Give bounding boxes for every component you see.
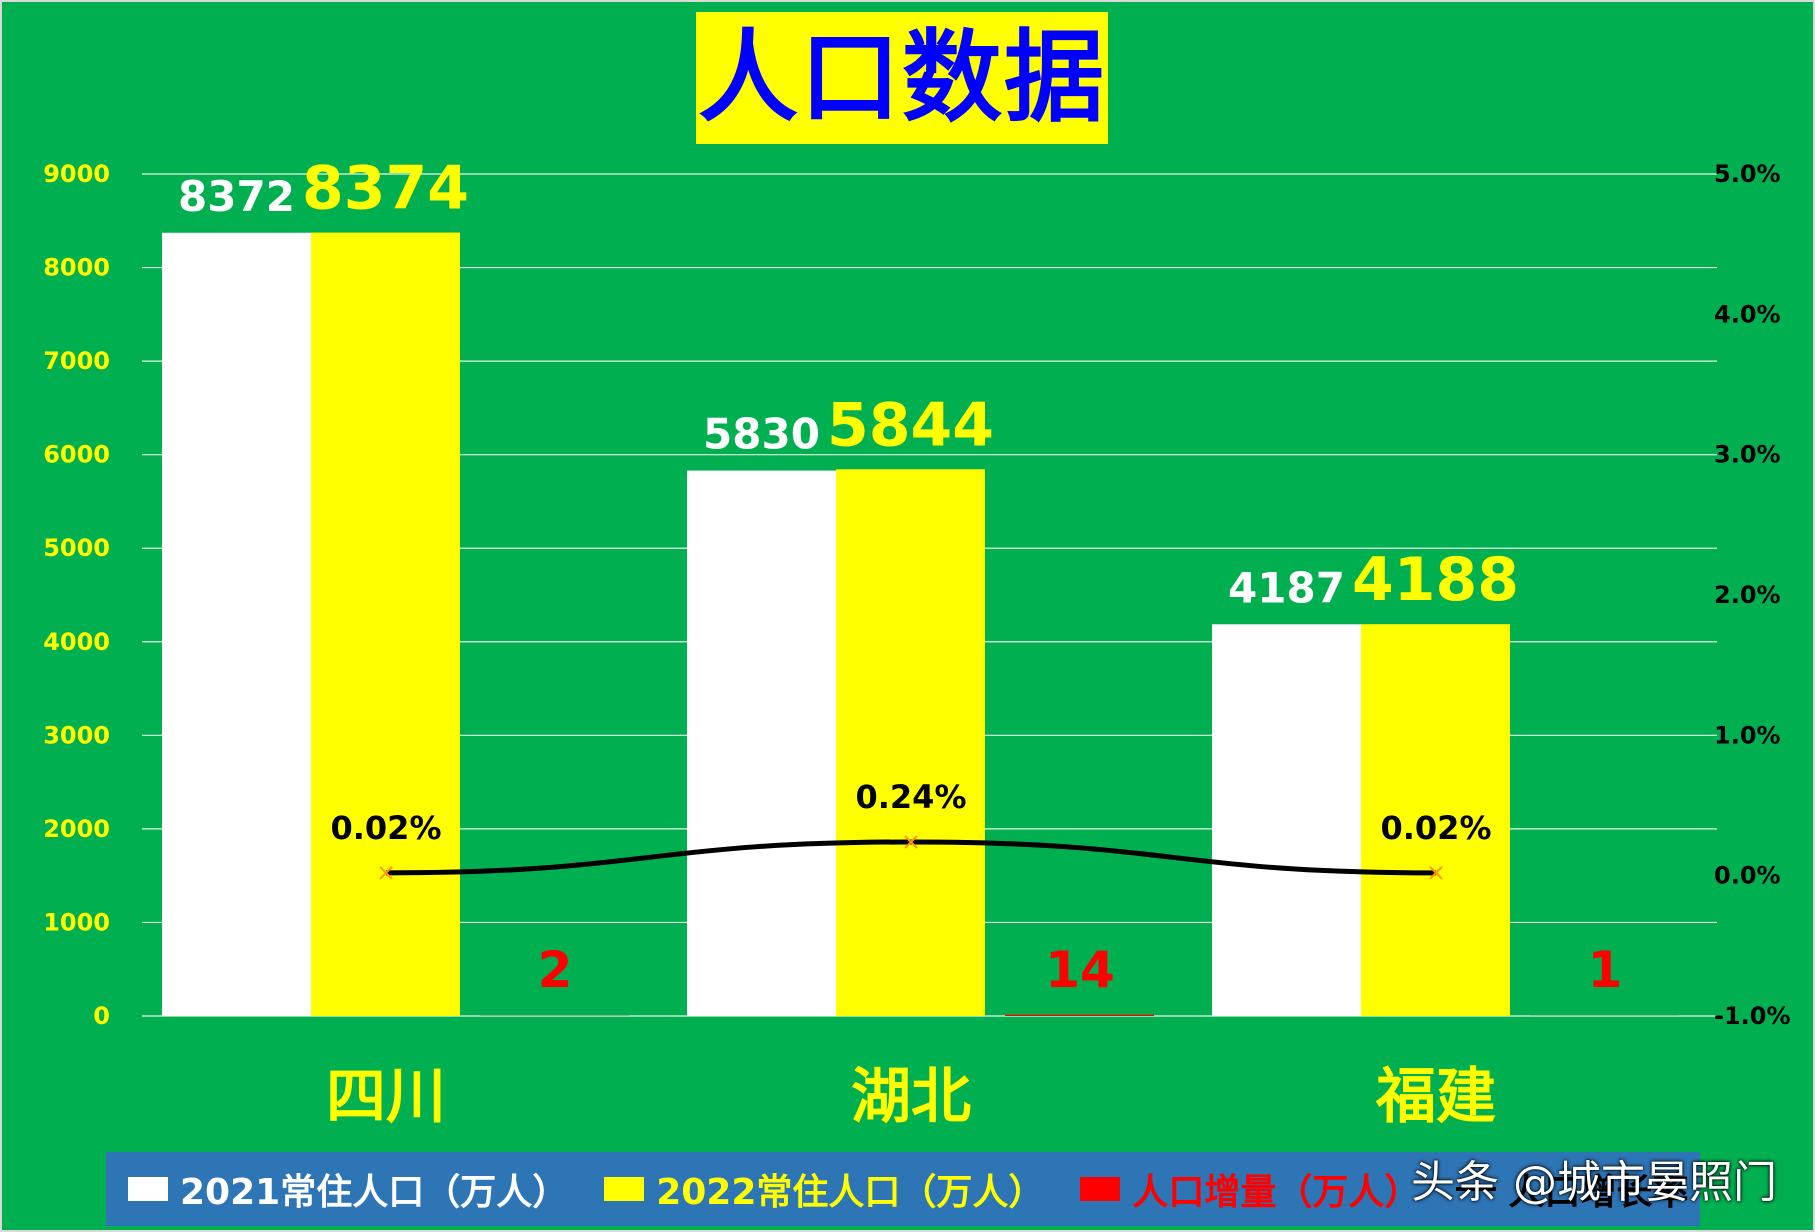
y-left-tick-label: 5000 xyxy=(43,534,110,562)
y-right-tick-label: 0.0% xyxy=(1714,862,1781,890)
data-label-2022: 5844 xyxy=(827,390,994,460)
data-label-increase: 1 xyxy=(1588,941,1623,999)
legend-item-2022: 2022常住人口（万人） xyxy=(604,1163,1044,1215)
bar-2022-1 xyxy=(836,469,985,1016)
bar-2021-1 xyxy=(687,470,836,1016)
chart-title: 人口数据 xyxy=(698,19,1106,136)
legend-item-rate: 人口增长率 xyxy=(1456,1163,1688,1215)
y-right-tick-label: 3.0% xyxy=(1714,441,1781,469)
legend-swatch-2021 xyxy=(128,1177,168,1201)
legend-label-2021: 2021常住人口（万人） xyxy=(180,1172,569,1213)
legend-swatch-rate xyxy=(1456,1187,1497,1191)
data-label-2021: 4187 xyxy=(1228,563,1345,612)
data-label-increase: 14 xyxy=(1045,941,1115,999)
watermark-text: 头条 @城市晏照门 xyxy=(1411,1157,1777,1208)
data-label-2022: 4188 xyxy=(1352,545,1519,615)
y-right-tick-label: 5.0% xyxy=(1714,160,1781,188)
rate-marker xyxy=(1429,866,1443,880)
data-label-rate: 0.02% xyxy=(330,809,441,847)
chart-title-box: 人口数据 xyxy=(696,12,1108,144)
bar-increase-1 xyxy=(1005,1014,1154,1016)
y-left-tick-label: 3000 xyxy=(43,721,110,749)
bar-2022-0 xyxy=(311,232,460,1016)
rate-marker xyxy=(379,866,393,880)
y-left-tick-label: 9000 xyxy=(43,160,110,188)
data-label-2022: 8374 xyxy=(302,154,469,224)
y-left-tick-label: 7000 xyxy=(43,347,110,375)
category-label: 湖北 xyxy=(851,1062,971,1132)
legend-item-2021: 2021常住人口（万人） xyxy=(128,1163,568,1215)
y-left-tick-label: 1000 xyxy=(43,908,110,936)
y-left-tick-label: 8000 xyxy=(43,254,110,282)
y-left-tick-label: 6000 xyxy=(43,441,110,469)
y-left-tick-label: 0 xyxy=(93,1002,110,1030)
data-label-rate: 0.24% xyxy=(855,778,966,816)
legend-label-increase: 人口增量（万人） xyxy=(1132,1172,1421,1213)
y-left-tick-label: 4000 xyxy=(43,628,110,656)
data-label-2021: 8372 xyxy=(178,172,295,221)
bar-2021-2 xyxy=(1212,624,1361,1016)
data-label-rate: 0.02% xyxy=(1380,809,1491,847)
y-right-tick-label: -1.0% xyxy=(1714,1002,1791,1030)
legend: 2021常住人口（万人） 2022常住人口（万人） 人口增量（万人） 人口增长率 xyxy=(106,1152,1700,1226)
bar-2021-0 xyxy=(162,232,311,1017)
legend-label-2022: 2022常住人口（万人） xyxy=(656,1172,1045,1213)
y-right-tick-label: 2.0% xyxy=(1714,581,1781,609)
data-label-increase: 2 xyxy=(538,941,573,999)
y-right-tick-label: 1.0% xyxy=(1714,721,1781,749)
legend-swatch-2022 xyxy=(604,1177,645,1201)
category-label: 四川 xyxy=(326,1062,446,1132)
category-label: 福建 xyxy=(1375,1062,1496,1132)
rate-marker xyxy=(904,835,918,849)
legend-swatch-increase xyxy=(1080,1177,1121,1201)
legend-label-rate: 人口增长率 xyxy=(1508,1172,1689,1213)
bar-2022-2 xyxy=(1361,624,1510,1016)
y-right-tick-label: 4.0% xyxy=(1714,300,1781,328)
legend-item-increase: 人口增量（万人） xyxy=(1080,1163,1420,1215)
y-left-tick-label: 2000 xyxy=(43,815,110,843)
data-label-2021: 5830 xyxy=(703,410,820,459)
